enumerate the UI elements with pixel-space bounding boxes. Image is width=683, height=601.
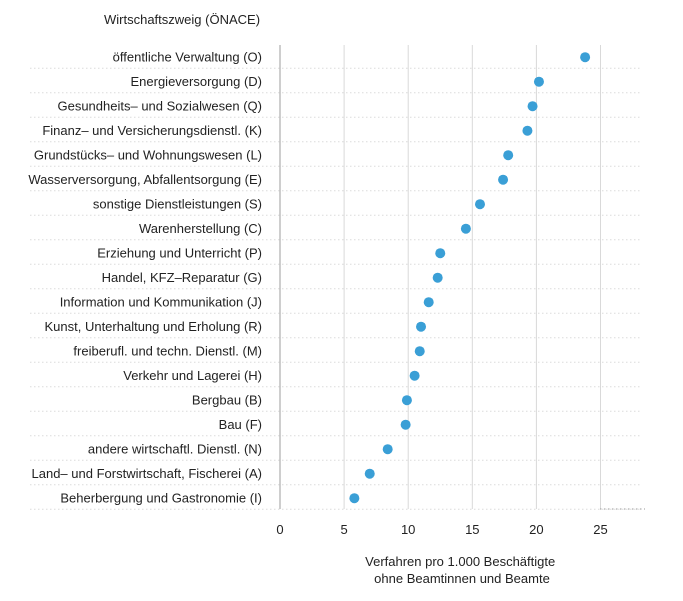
data-point — [435, 248, 446, 259]
data-point — [416, 321, 427, 332]
x-tick-label: 10 — [401, 522, 415, 537]
category-labels: öffentliche Verwaltung (O) Energieversorg… — [28, 50, 262, 506]
category-label: Bergbau (B) — [192, 393, 262, 408]
category-label: Grundstücks– und Wohnungswesen (L) — [34, 148, 262, 163]
data-point — [382, 444, 393, 455]
vertical-gridlines — [343, 45, 601, 509]
data-point — [503, 150, 514, 161]
category-label: Verkehr und Lagerei (H) — [123, 368, 262, 383]
category-label: Warenherstellung (C) — [139, 221, 262, 236]
data-point — [401, 395, 412, 406]
x-tick-label: 0 — [276, 522, 283, 537]
category-label: Handel, KFZ–Reparatur (G) — [102, 270, 262, 285]
category-axis-title: Wirtschaftszweig (ÖNACE) — [104, 12, 260, 27]
category-label: Beherbergung und Gastronomie (I) — [60, 491, 262, 506]
data-point — [349, 493, 360, 504]
x-axis-title-line-2: ohne Beamtinnen und Beamte — [374, 571, 550, 586]
category-label: freiberufl. und techn. Dienstl. (M) — [73, 344, 262, 359]
data-points — [349, 52, 591, 504]
data-point — [432, 272, 443, 283]
category-label: Information und Kommunikation (J) — [60, 295, 262, 310]
data-point — [460, 223, 471, 234]
category-label: öffentliche Verwaltung (O) — [113, 50, 262, 65]
x-tick-label: 20 — [529, 522, 543, 537]
category-label: Finanz– und Versicherungsdienstl. (K) — [42, 123, 262, 138]
data-point — [474, 199, 485, 210]
category-label: Erziehung und Unterricht (P) — [97, 246, 262, 261]
data-point — [522, 125, 533, 136]
x-tick-label: 15 — [465, 522, 479, 537]
category-label: Wasserversorgung, Abfallentsorgung (E) — [28, 172, 262, 187]
data-point — [533, 76, 544, 87]
x-axis-title: Verfahren pro 1.000 Beschäftigte ohne Be… — [365, 554, 559, 586]
category-label: Kunst, Unterhaltung und Erholung (R) — [44, 319, 262, 334]
data-point — [498, 174, 509, 185]
x-tick-label: 5 — [340, 522, 347, 537]
data-point — [527, 101, 538, 112]
category-label: sonstige Dienstleistungen (S) — [93, 197, 262, 212]
category-label: Bau (F) — [219, 417, 262, 432]
data-point — [423, 297, 434, 308]
data-point — [400, 419, 411, 430]
category-label: Land– und Forstwirtschaft, Fischerei (A) — [32, 466, 262, 481]
data-point — [414, 346, 425, 357]
category-label: Energieversorgung (D) — [130, 74, 262, 89]
data-point — [364, 468, 375, 479]
category-label: Gesundheits– und Sozialwesen (Q) — [57, 99, 262, 114]
row-guides — [30, 67, 645, 510]
x-tick-label: 25 — [593, 522, 607, 537]
category-label: andere wirtschaftl. Dienstl. (N) — [88, 442, 262, 457]
data-point — [580, 52, 591, 63]
data-point — [409, 370, 420, 381]
x-tick-labels: 0 5 10 15 20 25 — [276, 522, 607, 537]
x-axis-title-line-1: Verfahren pro 1.000 Beschäftigte — [365, 554, 555, 569]
